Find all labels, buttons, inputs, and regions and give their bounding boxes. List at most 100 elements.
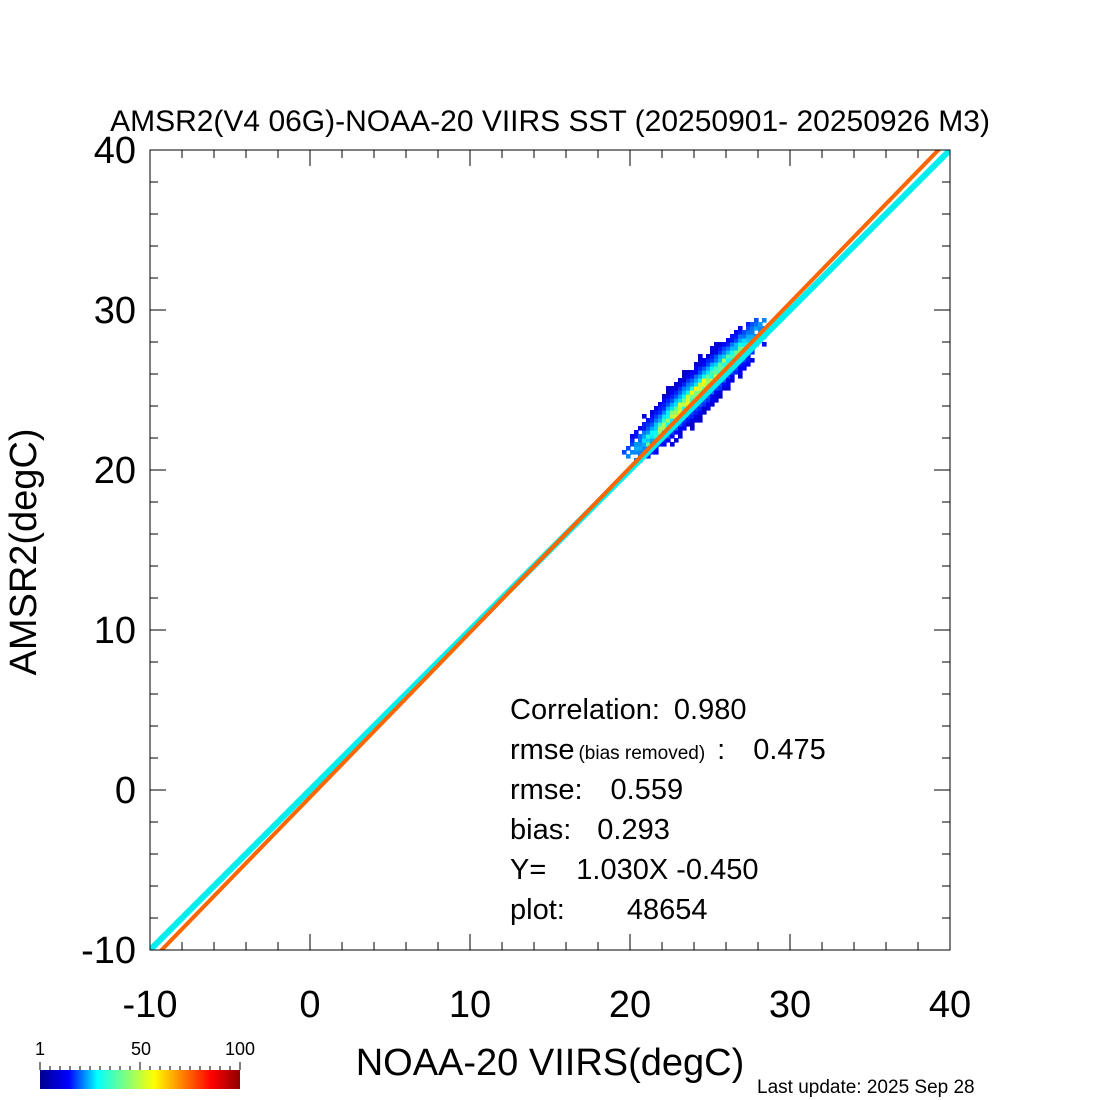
density-cell [698,406,703,411]
density-cell [654,422,659,427]
density-cell [702,402,707,407]
density-cell [734,370,739,375]
density-cell [734,330,739,335]
density-cell [630,442,635,447]
density-cell [746,330,751,335]
density-cell [710,398,715,403]
density-cell [630,434,635,439]
density-cell [654,450,659,455]
density-cell [670,390,675,395]
density-cell [722,362,727,367]
density-cell [746,338,751,343]
density-cell [690,422,695,427]
density-cell [666,390,671,395]
density-cell [674,390,679,395]
density-cell [706,362,711,367]
density-cell [710,358,715,363]
density-cell [742,366,747,371]
density-cell [718,386,723,391]
density-cell [654,410,659,415]
density-cell [742,358,747,363]
density-cell [690,414,695,419]
density-cell [690,426,695,431]
density-cell [718,390,723,395]
density-cell [754,322,759,327]
density-cell [762,318,767,323]
density-cell [702,362,707,367]
density-cell [670,398,675,403]
density-cell [642,438,647,443]
density-cell [694,366,699,371]
density-cell [642,446,647,451]
density-cell [686,394,691,399]
density-cell [690,374,695,379]
colorbar-label-max: 100 [225,1039,255,1059]
density-cell [706,358,711,363]
density-cell [714,370,719,375]
density-cell [730,354,735,359]
density-cell [682,402,687,407]
density-cell [698,378,703,383]
density-cell [674,382,679,387]
density-cell [734,346,739,351]
density-cell [722,342,727,347]
density-cell [690,398,695,403]
density-cell [734,338,739,343]
density-cell [666,406,671,411]
density-cell [750,334,755,339]
density-cell [674,398,679,403]
density-cell [670,406,675,411]
density-cell [698,410,703,415]
density-cell [746,358,751,363]
density-cell [750,350,755,355]
density-cell [714,366,719,371]
density-cell [678,378,683,383]
density-cell [758,326,763,331]
density-cell [654,406,659,411]
density-cell [702,398,707,403]
last-update: Last update: 2025 Sep 28 [757,1077,975,1098]
density-cell [730,342,735,347]
density-cell [714,398,719,403]
density-cell [674,410,679,415]
density-cell [726,338,731,343]
density-cell [726,358,731,363]
density-cell [714,358,719,363]
density-cell [710,366,715,371]
density-cell [678,386,683,391]
density-cell [694,394,699,399]
density-cell [706,370,711,375]
density-cell [738,374,743,379]
density-cell [706,366,711,371]
stat-correlation: Correlation: 0.980 [510,694,746,726]
density-cell [754,318,759,323]
density-cell [638,450,643,455]
density-cell [750,358,755,363]
density-cell [642,414,647,419]
density-cell [682,382,687,387]
density-cell [690,386,695,391]
density-cell [654,446,659,451]
density-cell [662,442,667,447]
density-cell [642,434,647,439]
density-cell [678,430,683,435]
density-cell [662,438,667,443]
density-cell [714,342,719,347]
density-cell [722,358,727,363]
density-cell [702,370,707,375]
density-cell [714,386,719,391]
density-cell [746,322,751,327]
density-cell [722,346,727,351]
x-tick-labels: -10 0 10 20 30 40 [123,984,972,1026]
density-cell [702,366,707,371]
density-cell [698,390,703,395]
density-cell [658,418,663,423]
density-cell [702,410,707,415]
density-cell [682,426,687,431]
density-cell [722,354,727,359]
density-cell [738,366,743,371]
density-cell [698,386,703,391]
density-cell [674,438,679,443]
